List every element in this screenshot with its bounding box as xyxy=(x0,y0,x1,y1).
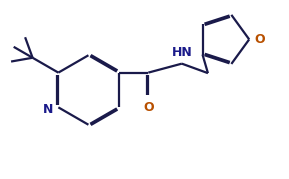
Text: O: O xyxy=(143,101,153,114)
Text: O: O xyxy=(254,33,265,46)
Text: HN: HN xyxy=(171,46,192,59)
Text: N: N xyxy=(43,103,53,116)
